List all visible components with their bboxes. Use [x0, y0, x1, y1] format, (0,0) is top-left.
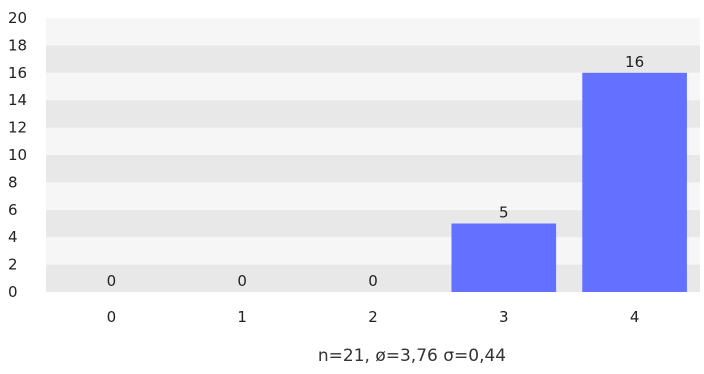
- y-tick-label: 18: [8, 36, 27, 54]
- grid-band: [46, 45, 700, 73]
- y-tick-label: 4: [8, 228, 18, 246]
- x-tick-label: 0: [107, 308, 117, 326]
- y-tick-label: 10: [8, 146, 27, 164]
- x-tick-label: 1: [237, 308, 247, 326]
- y-tick-label: 8: [8, 173, 18, 191]
- data-label-3: 5: [499, 204, 509, 222]
- x-tick-label: 4: [630, 308, 640, 326]
- y-tick-label: 0: [8, 283, 18, 301]
- bars: [451, 72, 687, 292]
- data-labels: 0 0 0 5 16: [107, 53, 645, 290]
- x-tick-label: 3: [499, 308, 509, 326]
- x-axis: 0 1 2 3 4: [107, 308, 640, 326]
- data-label-1: 0: [237, 272, 247, 290]
- y-tick-label: 14: [8, 91, 27, 109]
- y-tick-label: 6: [8, 201, 18, 219]
- y-tick-label: 2: [8, 256, 18, 274]
- x-tick-label: 2: [368, 308, 378, 326]
- bar-4: [582, 72, 687, 292]
- y-tick-label: 12: [8, 119, 27, 137]
- summary-stats: n=21, ø=3,76 σ=0,44: [318, 346, 506, 366]
- bar-3: [451, 223, 557, 292]
- data-label-2: 0: [368, 272, 378, 290]
- y-tick-label: 16: [8, 64, 27, 82]
- grid-band: [46, 18, 700, 46]
- data-label-0: 0: [107, 272, 117, 290]
- y-tick-label: 20: [8, 9, 27, 27]
- data-label-4: 16: [625, 53, 644, 71]
- y-axis: 0 2 4 6 8 10 12 14 16 18 20: [8, 9, 27, 301]
